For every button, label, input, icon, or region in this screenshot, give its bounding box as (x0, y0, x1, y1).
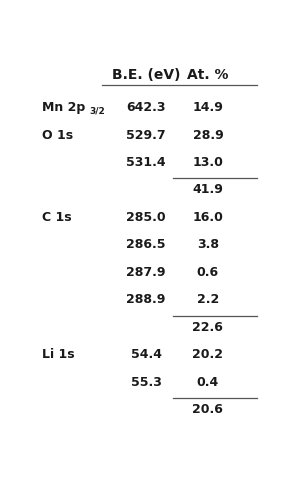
Text: 20.2: 20.2 (192, 348, 223, 361)
Text: 16.0: 16.0 (192, 211, 223, 224)
Text: 14.9: 14.9 (192, 101, 223, 114)
Text: Mn 2p: Mn 2p (42, 101, 86, 114)
Text: 531.4: 531.4 (126, 156, 166, 169)
Text: 13.0: 13.0 (192, 156, 223, 169)
Text: 41.9: 41.9 (192, 183, 223, 196)
Text: 2.2: 2.2 (197, 293, 219, 306)
Text: O 1s: O 1s (42, 128, 73, 141)
Text: 55.3: 55.3 (131, 376, 162, 388)
Text: 642.3: 642.3 (126, 101, 166, 114)
Text: 22.6: 22.6 (192, 321, 223, 333)
Text: Li 1s: Li 1s (42, 348, 75, 361)
Text: 529.7: 529.7 (126, 128, 166, 141)
Text: 3/2: 3/2 (90, 107, 105, 116)
Text: 0.6: 0.6 (197, 266, 219, 279)
Text: 54.4: 54.4 (131, 348, 162, 361)
Text: 285.0: 285.0 (126, 211, 166, 224)
Text: 28.9: 28.9 (193, 128, 223, 141)
Text: C 1s: C 1s (42, 211, 72, 224)
Text: 3.8: 3.8 (197, 238, 219, 251)
Text: B.E. (eV): B.E. (eV) (112, 68, 180, 82)
Text: 288.9: 288.9 (126, 293, 166, 306)
Text: 287.9: 287.9 (126, 266, 166, 279)
Text: 286.5: 286.5 (126, 238, 166, 251)
Text: At. %: At. % (187, 68, 229, 82)
Text: 20.6: 20.6 (192, 403, 223, 416)
Text: 0.4: 0.4 (197, 376, 219, 388)
